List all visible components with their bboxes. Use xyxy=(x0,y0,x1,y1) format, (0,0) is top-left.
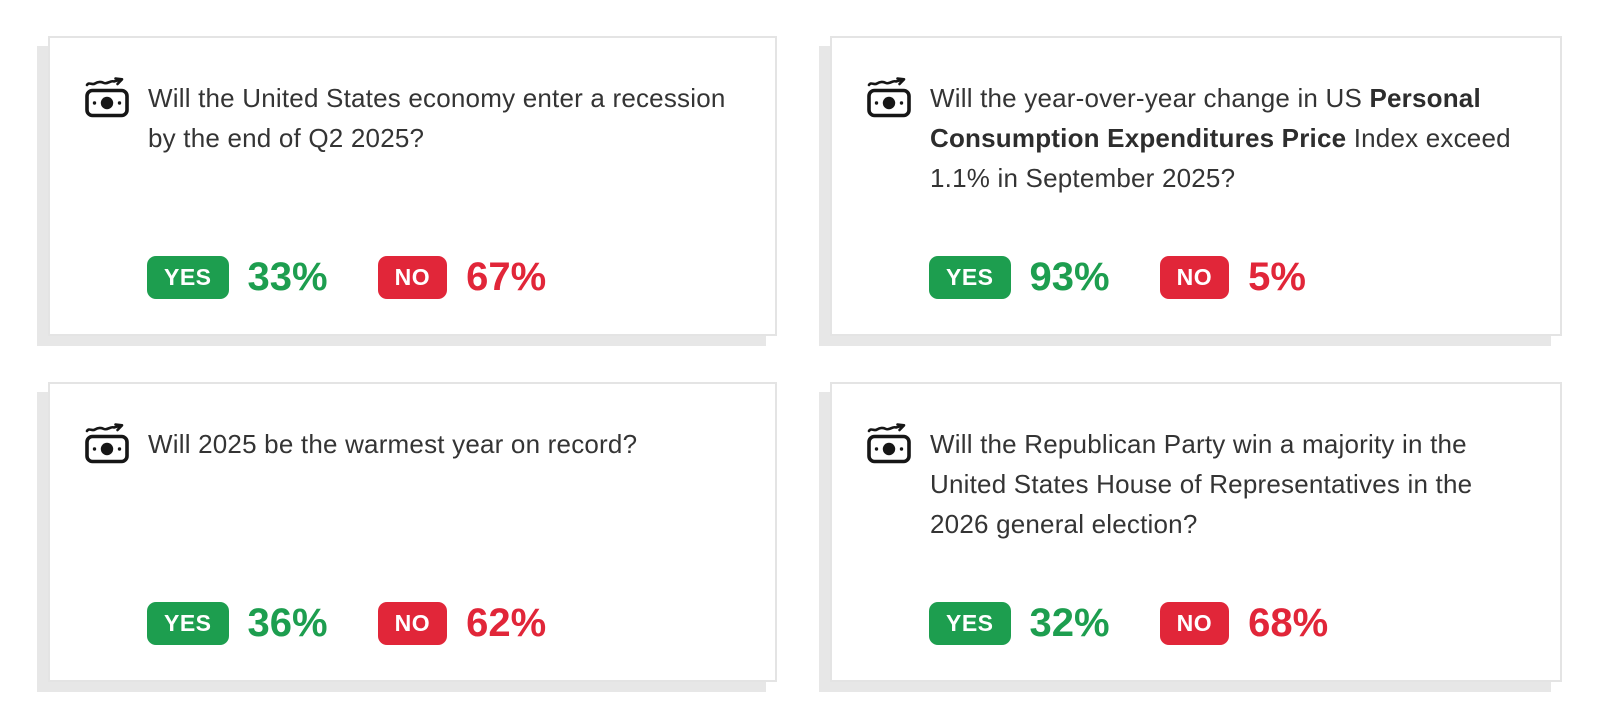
no-percentage: 62% xyxy=(466,601,547,645)
question-row: Will the year-over-year change in US Per… xyxy=(866,76,1526,198)
question-text: Index exceed 1.1% in September 2025? xyxy=(930,123,1511,193)
question-text: Will the year-over-year change in US xyxy=(930,83,1370,113)
no-badge[interactable]: NO xyxy=(1159,602,1230,645)
yes-outcome: YES 36% xyxy=(147,601,328,646)
question-text: Will the Republican Party win a majority… xyxy=(930,429,1473,539)
outcomes-row: YES 33% NO 67% xyxy=(84,255,741,300)
outcomes-row: YES 32% NO 68% xyxy=(866,601,1526,646)
yes-outcome: YES 33% xyxy=(147,255,328,300)
no-percentage: 67% xyxy=(466,255,547,299)
yes-outcome: YES 32% xyxy=(929,601,1110,646)
no-percentage: 68% xyxy=(1248,601,1329,645)
money-trend-icon xyxy=(866,76,912,118)
money-trend-icon xyxy=(84,76,130,118)
question-text: Will the United States economy enter a r… xyxy=(148,83,726,153)
question-row: Will 2025 be the warmest year on record? xyxy=(84,422,741,464)
no-badge[interactable]: NO xyxy=(1159,256,1230,299)
market-question: Will the United States economy enter a r… xyxy=(148,78,736,158)
no-percentage: 5% xyxy=(1248,255,1306,299)
market-card-recession[interactable]: Will the United States economy enter a r… xyxy=(48,36,777,336)
market-card-house-majority[interactable]: Will the Republican Party win a majority… xyxy=(830,382,1562,682)
no-badge[interactable]: NO xyxy=(377,256,448,299)
outcomes-row: YES 93% NO 5% xyxy=(866,255,1526,300)
market-question: Will 2025 be the warmest year on record? xyxy=(148,424,637,464)
yes-badge[interactable]: YES xyxy=(929,256,1011,299)
yes-percentage: 33% xyxy=(247,255,328,299)
money-trend-icon xyxy=(866,422,912,464)
market-card-pce-index[interactable]: Will the year-over-year change in US Per… xyxy=(830,36,1562,336)
yes-badge[interactable]: YES xyxy=(929,602,1011,645)
question-row: Will the United States economy enter a r… xyxy=(84,76,741,158)
yes-percentage: 32% xyxy=(1029,601,1110,645)
yes-outcome: YES 93% xyxy=(929,255,1110,300)
yes-badge[interactable]: YES xyxy=(147,602,229,645)
market-question: Will the year-over-year change in US Per… xyxy=(930,78,1518,198)
market-card-warmest-year[interactable]: Will 2025 be the warmest year on record?… xyxy=(48,382,777,682)
no-badge[interactable]: NO xyxy=(377,602,448,645)
no-outcome: NO 5% xyxy=(1159,255,1306,300)
question-text: Will 2025 be the warmest year on record? xyxy=(148,429,638,459)
market-question: Will the Republican Party win a majority… xyxy=(930,424,1518,544)
yes-percentage: 36% xyxy=(247,601,328,645)
money-trend-icon xyxy=(84,422,130,464)
question-text-bold: Personal Consumption Expenditures Price xyxy=(930,83,1481,153)
no-outcome: NO 68% xyxy=(1159,601,1329,646)
yes-badge[interactable]: YES xyxy=(147,256,229,299)
question-row: Will the Republican Party win a majority… xyxy=(866,422,1526,544)
no-outcome: NO 62% xyxy=(377,601,547,646)
outcomes-row: YES 36% NO 62% xyxy=(84,601,741,646)
yes-percentage: 93% xyxy=(1029,255,1110,299)
market-card-grid: Will the United States economy enter a r… xyxy=(48,36,1562,682)
no-outcome: NO 67% xyxy=(377,255,547,300)
